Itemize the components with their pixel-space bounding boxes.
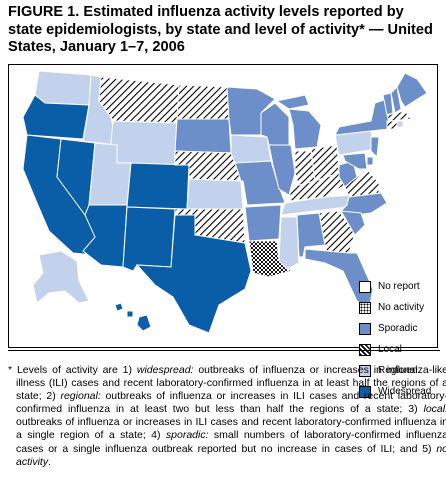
state-mi — [275, 94, 322, 150]
state-sc — [340, 210, 366, 236]
legend-swatch — [359, 386, 371, 398]
legend-swatch — [359, 281, 371, 293]
state-ar — [244, 204, 282, 242]
state-ma — [386, 110, 412, 122]
state-nc — [340, 192, 388, 216]
state-hi — [114, 302, 152, 332]
state-fl — [304, 248, 374, 310]
legend-label: No activity — [378, 302, 425, 313]
footnote-term-local: local: — [423, 403, 446, 416]
state-mo — [234, 160, 286, 206]
footnote-text: outbreaks of influenza or increases in i… — [16, 364, 446, 403]
legend-label: Widespread — [378, 386, 432, 397]
legend-label: Sporadic — [378, 323, 418, 334]
footnote-term-sporadic: sporadic: — [165, 429, 209, 442]
legend-label: Local — [378, 344, 402, 355]
legend-swatch — [359, 365, 371, 377]
state-nh — [390, 85, 402, 114]
state-ia — [230, 134, 272, 164]
state-co — [126, 162, 190, 210]
state-ny — [334, 98, 390, 136]
footnote: * Levels of activity are 1) widespread: … — [8, 364, 446, 469]
footnote-term-regional: regional: — [60, 390, 101, 403]
state-ct — [386, 120, 398, 130]
footnote-term-no-activity: no activity — [16, 442, 446, 468]
legend-label: Regional — [378, 365, 418, 376]
legend-swatch — [359, 323, 371, 335]
state-wy — [108, 120, 178, 166]
state-il — [268, 144, 296, 196]
legend-swatch — [359, 302, 371, 314]
footnote-text: outbreaks of influenza or increases in I… — [16, 390, 446, 416]
state-sd — [174, 118, 232, 154]
footnote-text: . — [48, 455, 52, 468]
state-mt — [98, 76, 180, 124]
state-wa — [34, 70, 92, 106]
footnote-text: small numbers of laboratory-confirmed in… — [16, 429, 446, 455]
state-de — [366, 156, 374, 166]
state-ri — [396, 120, 404, 128]
state-nd — [176, 84, 230, 120]
state-md — [342, 152, 368, 170]
state-nm — [122, 206, 176, 272]
state-ks — [186, 178, 244, 210]
state-vt — [382, 92, 394, 116]
footnote-text: outbreaks of influenza or increases in I… — [16, 416, 446, 442]
divider — [8, 350, 440, 351]
us-map-panel: No report No activity Sporadic Local Regiona… — [8, 64, 438, 398]
figure-title: FIGURE 1. Estimated influenza activity l… — [8, 4, 433, 55]
footnote-text: Levels of activity are 1) — [16, 364, 137, 376]
state-ms — [278, 216, 300, 270]
state-me — [396, 72, 428, 108]
footnote-term-widespread: widespread: — [136, 364, 194, 376]
legend-label: No report — [378, 281, 420, 292]
state-ak — [32, 250, 90, 304]
state-nj — [370, 136, 380, 159]
state-la — [248, 240, 293, 278]
state-tx — [135, 214, 252, 334]
footnote-marker: * — [8, 364, 13, 376]
us-map — [22, 70, 428, 334]
